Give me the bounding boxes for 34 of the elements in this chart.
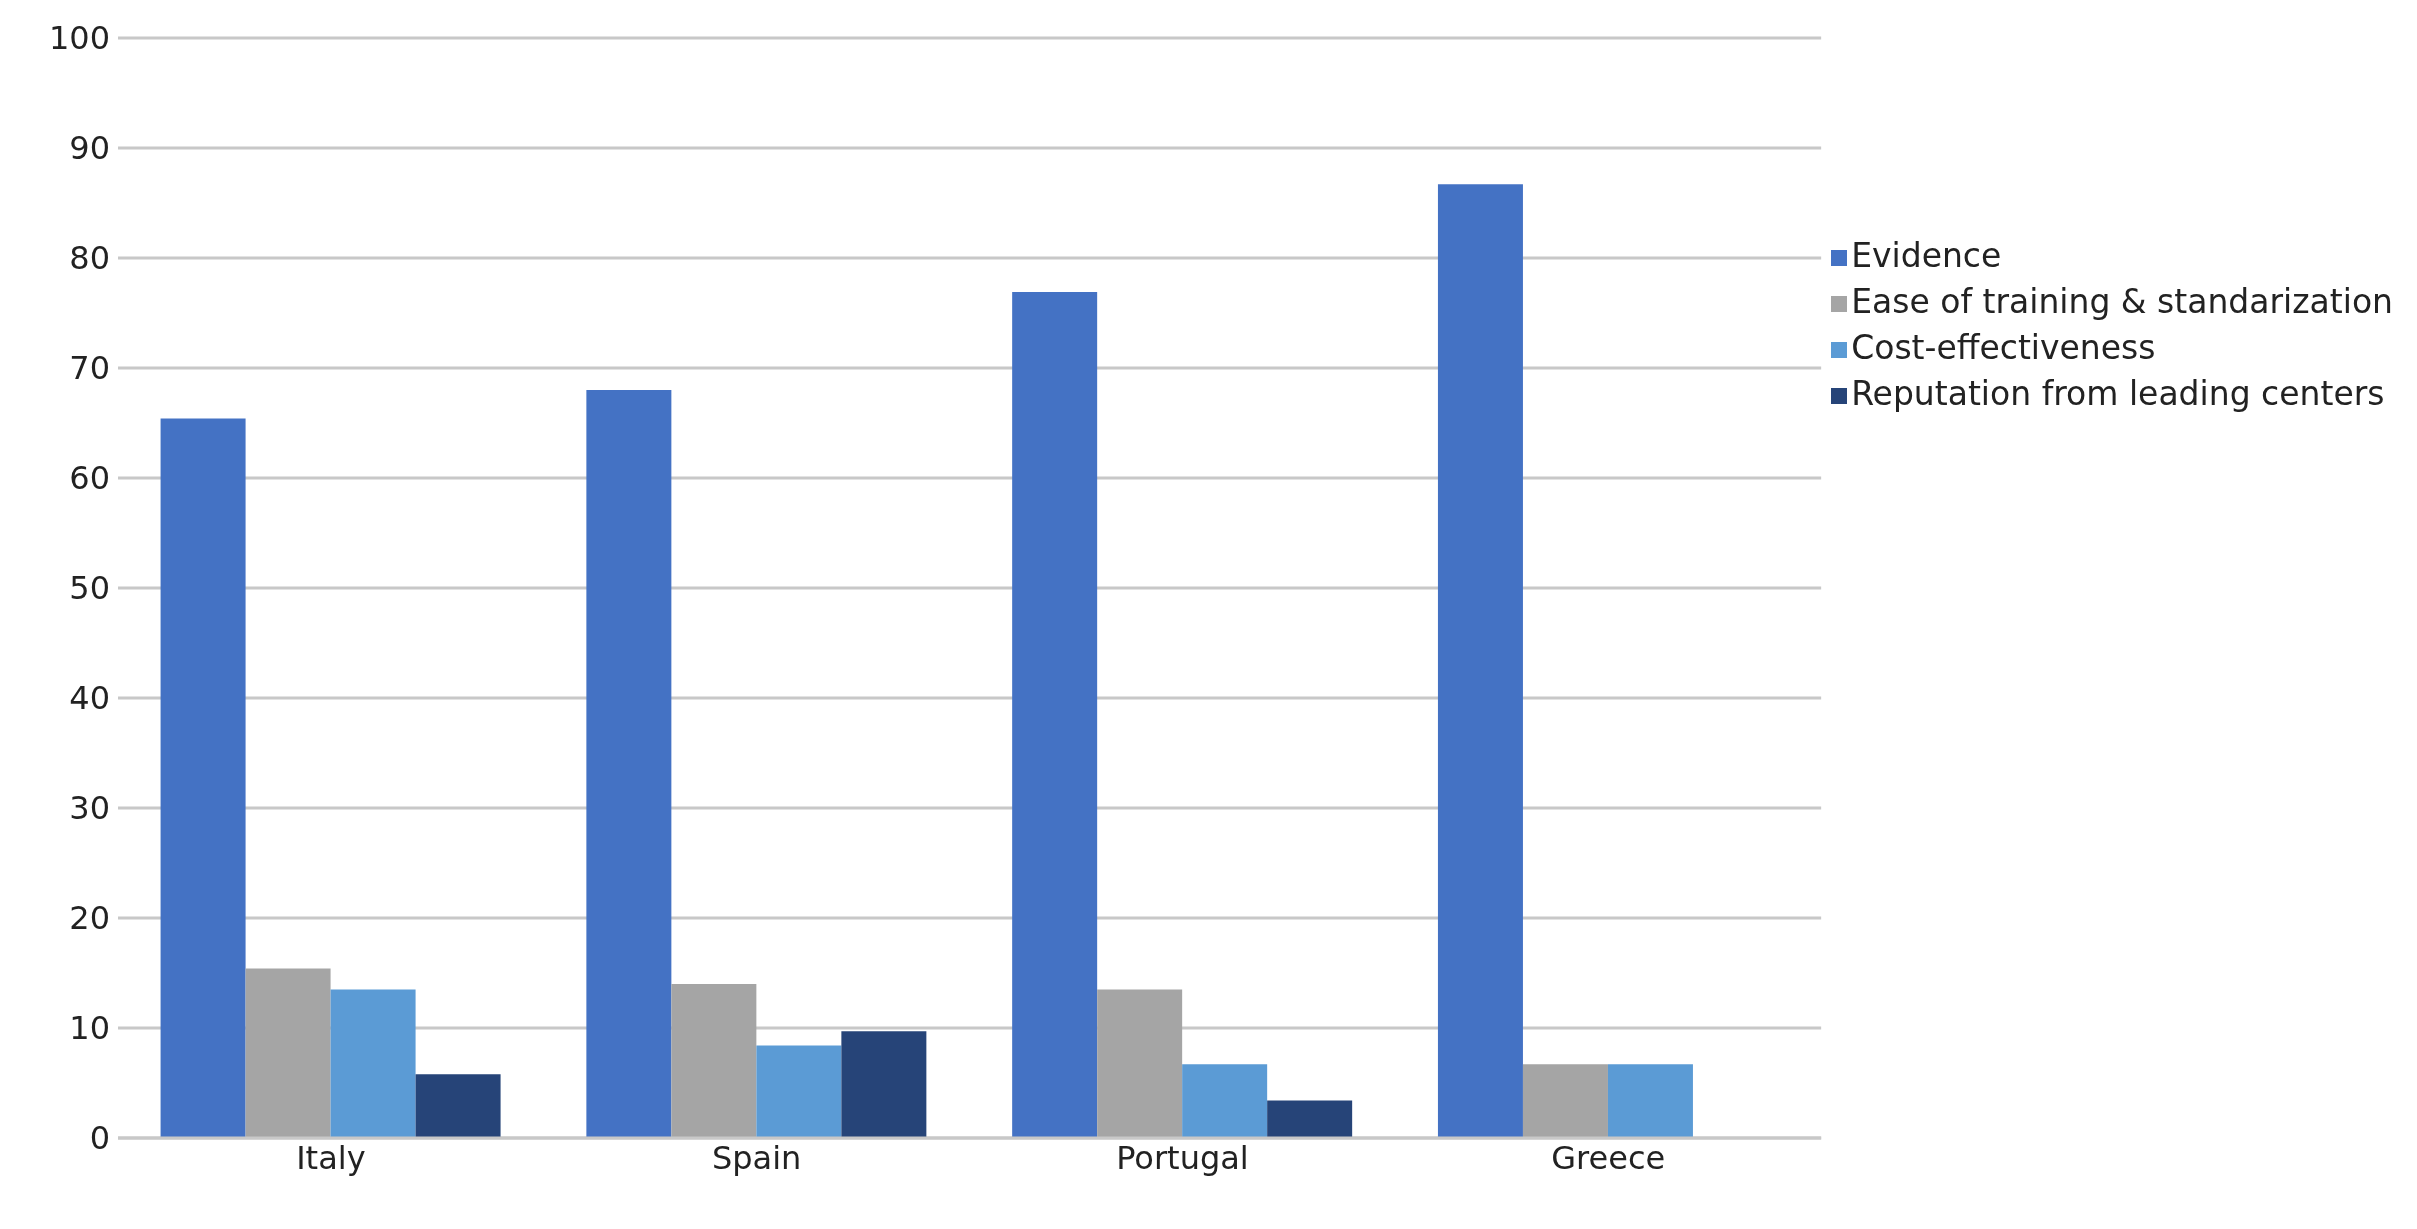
y-tick-label: 50: [69, 569, 110, 608]
bar: [1097, 989, 1183, 1138]
x-tick-label: Italy: [296, 1138, 366, 1177]
bar: [841, 1031, 927, 1138]
y-tick-label: 90: [69, 129, 110, 168]
y-tick-label: 20: [69, 899, 110, 938]
bar: [245, 968, 331, 1138]
y-tick-label: 60: [69, 459, 110, 498]
legend-label: Evidence: [1851, 236, 2002, 275]
y-tick-label: 100: [48, 19, 110, 58]
x-tick-label: Greece: [1551, 1138, 1666, 1177]
bar: [1267, 1100, 1353, 1138]
x-tick-label: Spain: [711, 1138, 802, 1177]
bar: [756, 1045, 842, 1138]
legend-label: Reputation from leading centers: [1851, 374, 2385, 413]
y-tick-label: 0: [89, 1119, 110, 1158]
y-tick-label: 30: [69, 789, 110, 828]
bar: [1607, 1064, 1693, 1138]
y-tick-label: 80: [69, 239, 110, 278]
legend-label: Cost-effectiveness: [1851, 328, 2156, 367]
bar: [330, 989, 416, 1138]
bar: [1012, 292, 1098, 1138]
legend-label: Ease of training & standarization: [1851, 282, 2393, 321]
y-tick-label: 40: [69, 679, 110, 718]
y-tick-label: 10: [69, 1009, 110, 1048]
bar: [671, 984, 757, 1138]
bar: [1182, 1064, 1268, 1138]
bar: [586, 390, 672, 1138]
y-tick-label: 70: [69, 349, 110, 388]
x-tick-label: Portugal: [1116, 1138, 1249, 1177]
bar: [1437, 184, 1523, 1138]
bar: [160, 418, 246, 1138]
bar: [1522, 1064, 1608, 1138]
bar: [415, 1074, 501, 1138]
